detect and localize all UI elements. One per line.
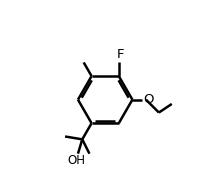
Text: OH: OH (67, 154, 85, 167)
Text: F: F (117, 48, 124, 61)
Text: O: O (143, 93, 154, 106)
